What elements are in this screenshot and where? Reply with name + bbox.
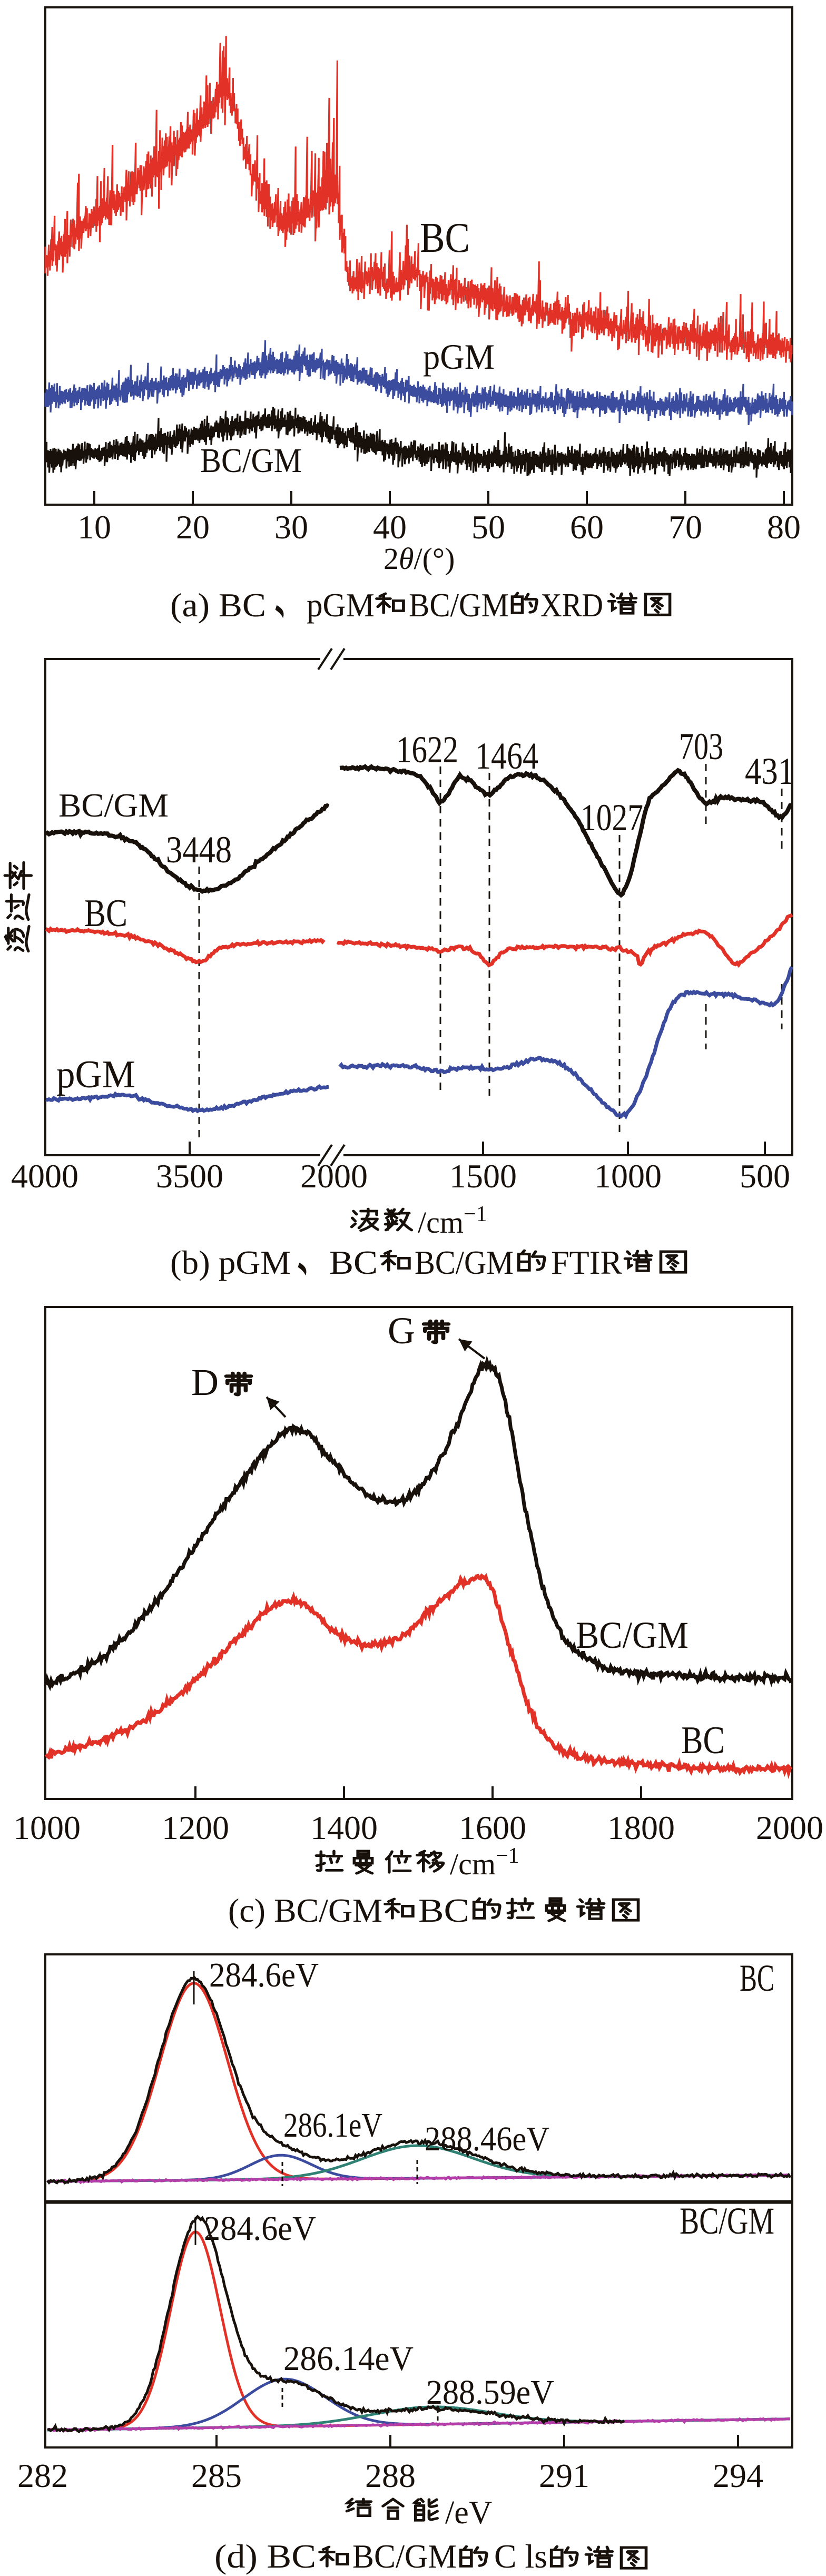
svg-text:(c) BC/GM: (c) BC/GM — [228, 1892, 382, 1929]
svg-text:BC: BC — [418, 1892, 469, 1929]
svg-text:1400: 1400 — [310, 1809, 378, 1846]
svg-text:(b) pGM: (b) pGM — [170, 1244, 291, 1281]
svg-text:294: 294 — [713, 2457, 763, 2494]
svg-text:500: 500 — [740, 1157, 790, 1195]
svg-text:3448: 3448 — [166, 829, 232, 871]
svg-text:BC: BC — [420, 215, 470, 261]
svg-text:1600: 1600 — [459, 1809, 526, 1846]
svg-text:80: 80 — [767, 508, 801, 546]
svg-text:G: G — [388, 1310, 415, 1352]
svg-text:BC/GM: BC/GM — [415, 1244, 514, 1281]
svg-text:286.1eV: 286.1eV — [283, 2106, 382, 2145]
svg-text:288.46eV: 288.46eV — [425, 2120, 549, 2158]
svg-text:288.59eV: 288.59eV — [426, 2373, 554, 2412]
svg-text:C ls: C ls — [494, 2538, 547, 2575]
svg-text:BC/GM: BC/GM — [200, 441, 302, 480]
svg-text:1800: 1800 — [607, 1809, 675, 1846]
svg-text:BC/GM: BC/GM — [352, 2538, 457, 2575]
svg-text:703: 703 — [679, 725, 723, 768]
svg-text:70: 70 — [668, 508, 702, 546]
svg-text:BC: BC — [740, 1957, 774, 1999]
svg-text:40: 40 — [373, 508, 407, 546]
svg-text:4000: 4000 — [11, 1157, 78, 1195]
svg-text:1622: 1622 — [396, 729, 458, 771]
svg-text:285: 285 — [191, 2457, 242, 2494]
svg-text:2000: 2000 — [300, 1157, 368, 1195]
svg-text:20: 20 — [176, 508, 210, 546]
svg-text:282: 282 — [17, 2457, 68, 2494]
svg-text:FTIR: FTIR — [551, 1244, 622, 1281]
svg-text:/cm−1: /cm−1 — [418, 1202, 487, 1240]
svg-text:288: 288 — [365, 2457, 416, 2494]
svg-text:3500: 3500 — [156, 1157, 223, 1195]
svg-text:(a) BC: (a) BC — [170, 586, 266, 624]
svg-text:284.6eV: 284.6eV — [204, 2209, 316, 2248]
svg-text:D: D — [191, 1361, 219, 1403]
svg-text:286.14eV: 286.14eV — [283, 2339, 414, 2378]
svg-text:/cm−1: /cm−1 — [450, 1844, 519, 1881]
svg-text:(d) BC: (d) BC — [214, 2538, 316, 2575]
svg-text:pGM: pGM — [423, 337, 495, 377]
svg-text:30: 30 — [274, 508, 308, 546]
svg-text:431: 431 — [745, 750, 794, 792]
svg-text:BC/GM: BC/GM — [576, 1614, 689, 1656]
svg-text:1500: 1500 — [449, 1157, 517, 1195]
svg-text:pGM: pGM — [56, 1053, 135, 1096]
svg-text:BC: BC — [329, 1244, 378, 1281]
svg-text:BC/GM: BC/GM — [58, 786, 169, 824]
svg-text:BC/GM: BC/GM — [680, 2200, 774, 2242]
svg-text:10: 10 — [77, 508, 111, 546]
svg-text:1027: 1027 — [581, 797, 643, 839]
svg-text:291: 291 — [539, 2457, 589, 2494]
svg-text:2θ/(°): 2θ/(°) — [384, 542, 455, 576]
svg-text:/eV: /eV — [445, 2495, 493, 2531]
svg-text:50: 50 — [471, 508, 505, 546]
svg-text:284.6eV: 284.6eV — [209, 1956, 319, 1994]
svg-text:XRD: XRD — [540, 586, 603, 624]
svg-text:BC: BC — [84, 892, 127, 935]
svg-text:2000: 2000 — [756, 1809, 823, 1846]
svg-text:1464: 1464 — [475, 735, 538, 777]
svg-text:60: 60 — [570, 508, 604, 546]
svg-text:1200: 1200 — [162, 1809, 229, 1846]
svg-text:1000: 1000 — [594, 1157, 662, 1195]
svg-text:pGM: pGM — [307, 586, 375, 624]
svg-text:BC: BC — [681, 1719, 725, 1762]
svg-text:1000: 1000 — [13, 1809, 81, 1846]
svg-text:BC/GM: BC/GM — [409, 586, 509, 624]
